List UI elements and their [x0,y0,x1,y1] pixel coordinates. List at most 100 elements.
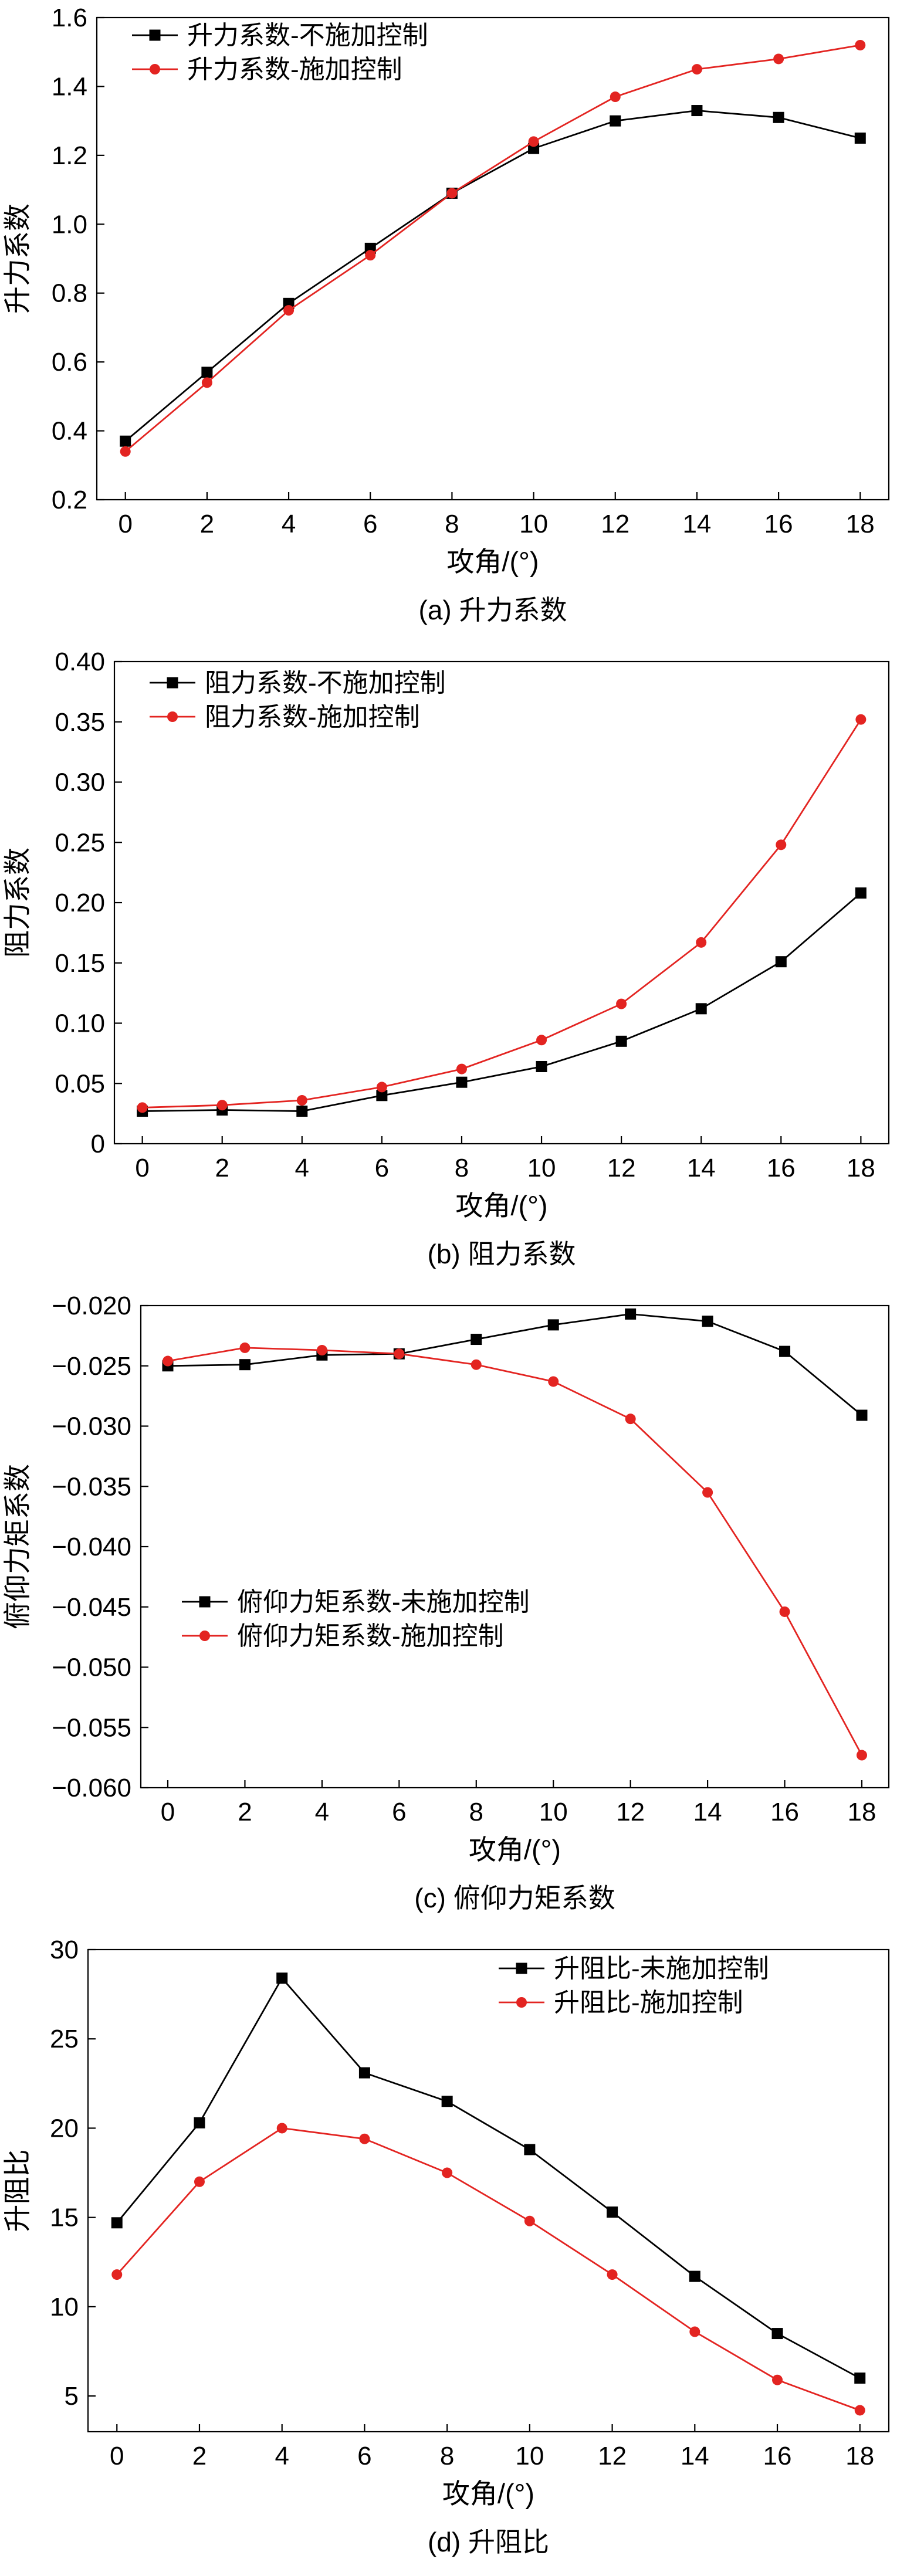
y-tick-label: 30 [50,1936,79,1964]
legend-entry-1: 升力系数-施加控制 [132,55,402,84]
x-tick-label: 12 [598,2442,627,2470]
x-axis-label: 攻角/(°) [446,546,539,577]
x-tick-label: 4 [295,1154,309,1182]
chart-canvas-lift-coefficient: 0 2 4 6 8 10 12 14 16 18 0.2 0.4 0.6 0.8 1.0 1.2 1.4 1.6 升… [0,0,924,587]
y-tick-label: 0 [91,1130,105,1158]
y-axis-ticks: 5 10 15 20 25 30 [50,1936,96,2411]
x-tick-label: 2 [238,1798,252,1826]
y-tick-label: 0.40 [55,648,105,676]
y-tick-label: −0.055 [52,1713,131,1742]
x-axis-label: 攻角/(°) [442,2478,534,2509]
chart-svg-c: 0 2 4 6 8 10 12 14 16 18−0.020−0.025−0.030−0.035−… [2,1292,890,1865]
chart-block-c: 0 2 4 6 8 10 12 14 16 18 −0.020 −0.025 −0.030 −0.035−… [0,1288,924,1932]
x-tick-label: 14 [693,1798,722,1826]
y-axis-label: 升阻比 [2,2150,33,2232]
x-tick-label: 14 [681,2442,709,2470]
x-axis-ticks: 0 2 4 6 8 10 12 14 16 18 [135,1136,875,1182]
y-tick-label: 0.35 [55,708,105,737]
y-axis-ticks: −0.020 −0.025 −0.030 −0.035 −0.040 −0.045 −0.0… [52,1292,148,1802]
y-axis-ticks: 0.2 0.4 0.6 0.8 1.0 1.2 1.4 1.6 [52,4,104,514]
chart-caption-c: (c) 俯仰力矩系数 [414,1883,615,1913]
series-b-1 [137,714,867,1113]
legend-entry-0: 阻力系数-不施加控制 [150,669,446,697]
x-tick-label: 8 [440,2442,454,2470]
y-tick-label: 0.15 [55,949,105,978]
legend-label-0: 升力系数-不施加控制 [187,21,428,50]
plot-frame [96,16,890,501]
x-tick-label: 0 [110,2442,124,2470]
y-tick-label: 0.8 [52,279,87,308]
chart-svg-a: 0 2 4 6 8 10 12 14 16 18 0.2 0.4 0.6 0.8 1.0 1.2 1.4 1.6 升… [2,4,890,577]
x-tick-label: 16 [767,1154,796,1182]
x-tick-label: 14 [682,510,711,538]
chart-block-d: 0 2 4 6 8 10 12 14 16 18 5 10 15 20 25 30 升阻比-未施加控制 升阻比-施… [0,1932,924,2576]
y-tick-label: −0.060 [52,1774,131,1802]
y-tick-label: 1.2 [52,141,87,170]
legend-label-1: 俯仰力矩系数-施加控制 [237,1622,504,1650]
y-tick-label: −0.020 [52,1292,131,1320]
y-tick-label: 0.10 [55,1009,105,1038]
series-a-1 [120,39,866,457]
x-tick-label: 6 [375,1154,389,1182]
x-tick-label: 12 [601,510,629,538]
y-tick-label: 25 [50,2025,79,2053]
y-tick-label: 20 [50,2114,79,2143]
x-tick-label: 10 [519,510,548,538]
x-tick-label: 8 [455,1154,469,1182]
chart-canvas-drag-coefficient: 0 2 4 6 8 10 12 14 16 18 0 0.05 0.10 0.15 0.20 0.25 0.30… [0,644,924,1231]
chart-caption-b: (b) 阻力系数 [427,1239,576,1269]
x-tick-label: 10 [515,2442,544,2470]
x-tick-label: 16 [763,2442,792,2470]
series-d-0 [111,1972,866,2384]
x-axis-ticks: 0 2 4 6 8 10 12 14 16 18 [110,2424,874,2470]
legend-entry-0: 升力系数-不施加控制 [132,21,428,50]
x-axis-label: 攻角/(°) [455,1190,547,1221]
y-tick-label: 1.4 [52,72,87,101]
y-tick-label: −0.030 [52,1412,131,1441]
y-tick-label: 0.4 [52,417,87,446]
y-tick-label: 0.6 [52,348,87,377]
x-tick-label: 4 [282,510,296,538]
series-c-1 [163,1342,867,1761]
x-tick-label: 8 [469,1798,483,1826]
y-tick-label: 1.0 [52,210,87,239]
x-tick-label: 18 [845,2442,874,2470]
y-tick-label: 15 [50,2204,79,2232]
chart-canvas-lift-drag-ratio: 0 2 4 6 8 10 12 14 16 18 5 10 15 20 25 30 升阻比-未施加控制 升阻比-施… [0,1932,924,2519]
series-c-0 [162,1308,868,1421]
y-tick-label: −0.035 [52,1472,131,1501]
chart-svg-d: 0 2 4 6 8 10 12 14 16 18 5 10 15 20 25 30 升阻比-未施加控制升阻比-施… [2,1936,890,2509]
y-tick-label: −0.045 [52,1593,131,1622]
chart-block-a: 0 2 4 6 8 10 12 14 16 18 0.2 0.4 0.6 0.8 1.0 1.2 1.4 1.6 升… [0,0,924,644]
x-tick-label: 6 [363,510,377,538]
y-tick-label: 1.6 [52,4,87,32]
y-tick-label: 0.2 [52,486,87,514]
x-tick-label: 2 [215,1154,229,1182]
x-tick-label: 18 [847,1154,875,1182]
legend-entry-0: 升阻比-未施加控制 [499,1954,769,1983]
y-axis-label: 阻力系数 [2,848,33,958]
legend-entry-1: 俯仰力矩系数-施加控制 [182,1622,504,1650]
x-tick-label: 18 [848,1798,876,1826]
y-axis-ticks: 0 0.05 0.10 0.15 0.20 0.25 0.30 0.35 0.40 [55,648,122,1158]
chart-svg-b: 0 2 4 6 8 10 12 14 16 18 0 0.05 0.10 0.15 0.20 0.25 0.30… [2,648,890,1221]
y-tick-label: 0.25 [55,828,105,857]
x-tick-label: 10 [539,1798,568,1826]
x-tick-label: 12 [607,1154,636,1182]
y-tick-label: 10 [50,2293,79,2321]
chart-block-b: 0 2 4 6 8 10 12 14 16 18 0 0.05 0.10 0.15 0.20 0.25 0.30… [0,644,924,1288]
x-tick-label: 4 [315,1798,329,1826]
x-tick-label: 4 [275,2442,289,2470]
legend-entry-1: 阻力系数-施加控制 [150,703,420,731]
legend-entry-0: 俯仰力矩系数-未施加控制 [182,1588,530,1616]
y-tick-label: 0.05 [55,1069,105,1098]
y-tick-label: 0.20 [55,889,105,917]
chart-canvas-pitching-moment-coefficient: 0 2 4 6 8 10 12 14 16 18 −0.020 −0.025 −0.030 −0.035−… [0,1288,924,1875]
x-tick-label: 12 [616,1798,645,1826]
chart-caption-d: (d) 升阻比 [428,2527,549,2557]
